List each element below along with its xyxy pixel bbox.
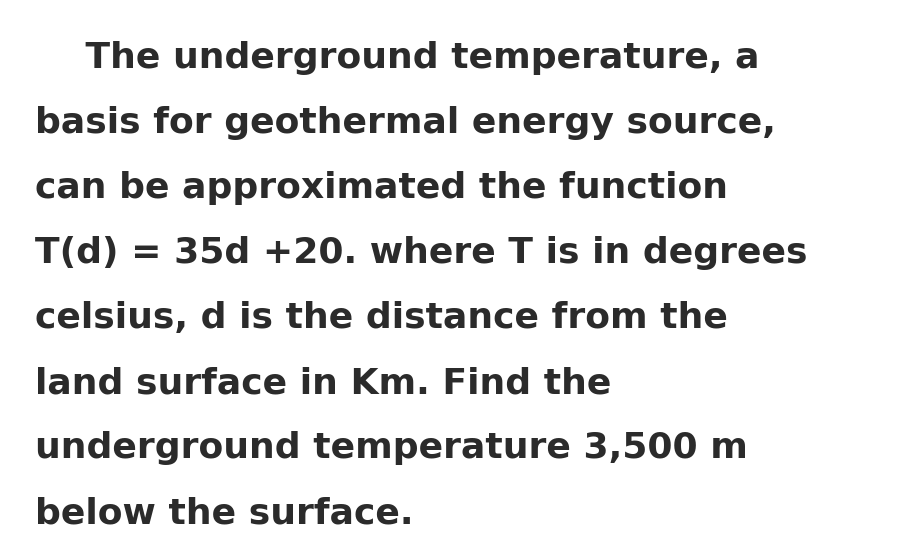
Text: land surface in Km. Find the: land surface in Km. Find the	[35, 366, 611, 400]
Text: celsius, d is the distance from the: celsius, d is the distance from the	[35, 301, 728, 335]
Text: T(d) = 35d +20. where T is in degrees: T(d) = 35d +20. where T is in degrees	[35, 236, 808, 270]
Text: underground temperature 3,500 m: underground temperature 3,500 m	[35, 431, 747, 465]
Text: can be approximated the function: can be approximated the function	[35, 171, 728, 205]
Text: below the surface.: below the surface.	[35, 496, 413, 530]
Text: The underground temperature, a: The underground temperature, a	[35, 41, 759, 75]
Text: basis for geothermal energy source,: basis for geothermal energy source,	[35, 106, 776, 140]
